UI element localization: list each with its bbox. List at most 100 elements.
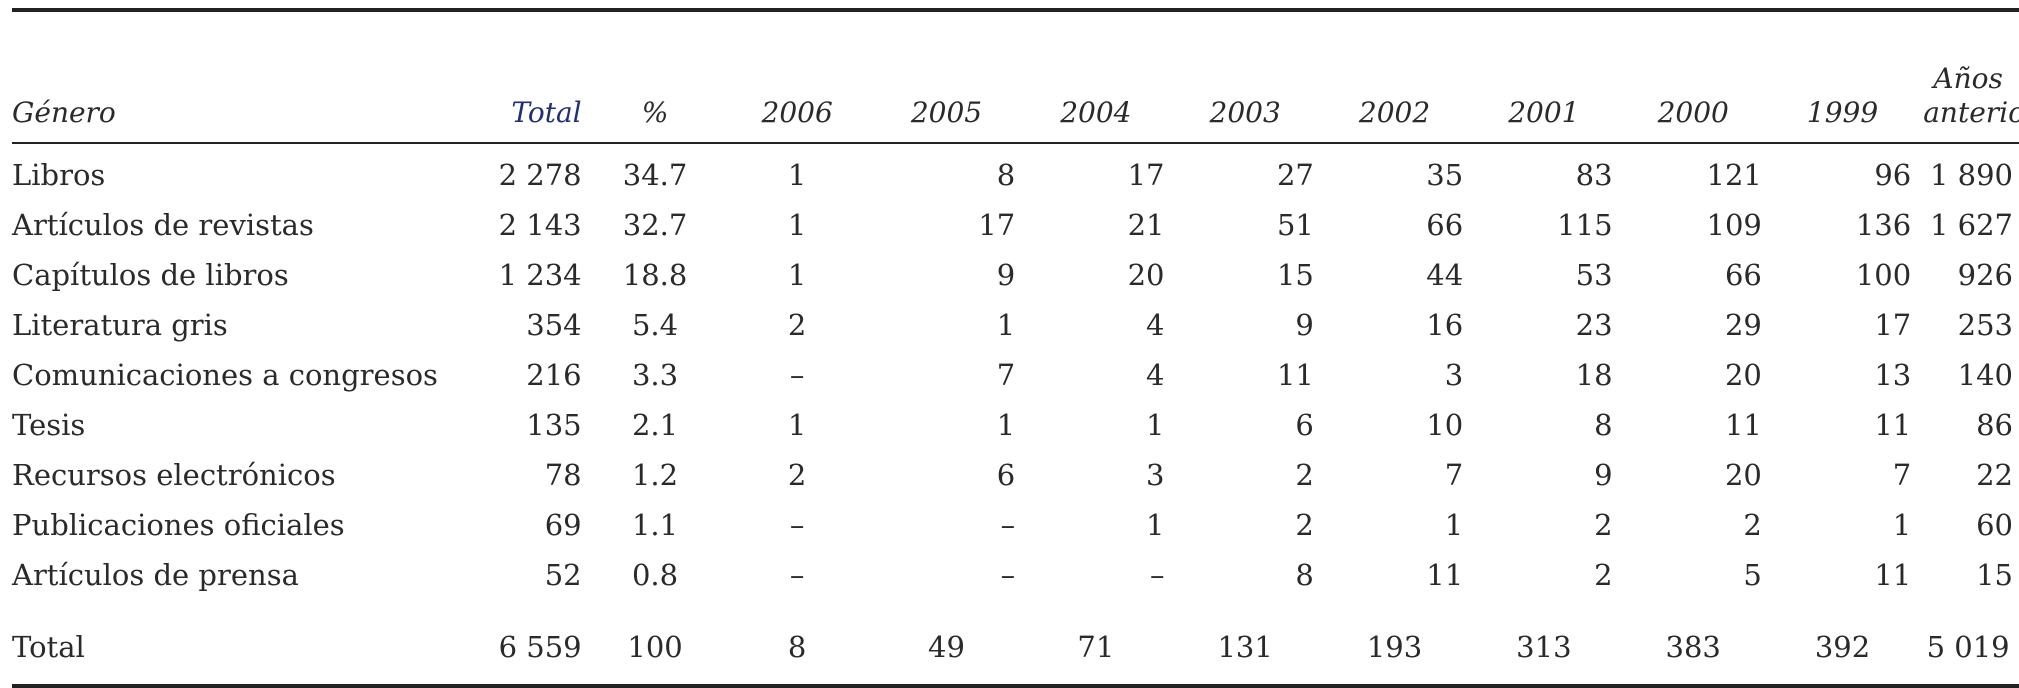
row-year-2001: 2 [1594, 558, 1613, 592]
row-year-2002: 11 [1426, 558, 1464, 592]
row-year-2001: 53 [1575, 258, 1613, 292]
header-year-2003: 2003 [1209, 96, 1281, 129]
row-earlier: 86 [1976, 408, 2013, 442]
row-year-2004: 1 [1146, 408, 1165, 442]
row-year-2006: – [789, 558, 805, 592]
row-year-2000: 5 [1743, 558, 1762, 592]
row-year-2000: 20 [1724, 358, 1762, 392]
header-percent: % [641, 96, 669, 129]
row-earlier: 253 [1957, 308, 2013, 342]
row-year-2002: 3 [1444, 358, 1464, 392]
table-row: Artículos de prensa 52 0.8 – – – 8 11 2 5 11 15 [12, 550, 2019, 600]
table-body: Libros 2 278 34.7 1 8 17 27 35 83 121 96 1 890 Artíc… [12, 143, 2019, 600]
row-year-2005: 6 [996, 458, 1016, 492]
row-year-2002: 44 [1426, 258, 1464, 292]
row-genre: Libros [12, 158, 106, 192]
totals-row: Total 6 559 100 8 49 71 131 193 313 383 … [12, 600, 2019, 688]
row-year-2005: – [1000, 508, 1016, 542]
row-year-2005: – [1000, 558, 1016, 592]
row-year-2003: 6 [1295, 408, 1314, 442]
row-year-2003: 15 [1276, 258, 1314, 292]
row-year-2000: 11 [1724, 408, 1762, 442]
row-year-2006: – [789, 358, 805, 392]
row-percent: 0.8 [631, 558, 679, 592]
row-year-2002: 16 [1426, 308, 1464, 342]
row-genre: Recursos electrónicos [12, 458, 336, 492]
table-row: Capítulos de libros 1 234 18.8 1 9 20 15 44 53 66… [12, 250, 2019, 300]
row-year-2002: 1 [1444, 508, 1464, 542]
row-year-2000: 29 [1724, 308, 1762, 342]
row-year-2004: 20 [1127, 258, 1165, 292]
row-year-1999: 13 [1874, 358, 1912, 392]
row-year-2000: 66 [1724, 258, 1762, 292]
header-year-2006: 2006 [761, 96, 833, 129]
row-year-2004: 17 [1127, 158, 1165, 192]
row-percent: 1.1 [631, 508, 679, 542]
row-genre: Tesis [12, 408, 86, 442]
row-year-2002: 66 [1426, 208, 1464, 242]
row-year-2000: 2 [1743, 508, 1762, 542]
row-year-2003: 2 [1295, 508, 1314, 542]
row-year-1999: 17 [1874, 308, 1912, 342]
table-row: Recursos electrónicos 78 1.2 2 6 3 2 7 9 20 7 22 [12, 450, 2019, 500]
row-year-2005: 8 [996, 158, 1016, 192]
totals-year-2004: 71 [1021, 600, 1171, 688]
row-total: 78 [544, 458, 582, 492]
totals-year-2005: 49 [871, 600, 1022, 688]
table-row: Libros 2 278 34.7 1 8 17 27 35 83 121 96 1 890 [12, 143, 2019, 200]
row-earlier: 15 [1976, 558, 2013, 592]
row-percent: 5.4 [631, 308, 679, 342]
row-year-2005: 17 [978, 208, 1016, 242]
row-year-2001: 8 [1594, 408, 1613, 442]
row-year-2006: 1 [787, 258, 807, 292]
row-year-2006: 2 [787, 308, 807, 342]
row-year-2002: 35 [1426, 158, 1464, 192]
table-row: Comunicaciones a congresos 216 3.3 – 7 4 11 3 18… [12, 350, 2019, 400]
header-year-2000: 2000 [1657, 96, 1729, 129]
row-year-2004: 1 [1146, 508, 1165, 542]
row-total: 216 [526, 358, 582, 392]
row-year-2000: 20 [1724, 458, 1762, 492]
row-percent: 34.7 [622, 158, 688, 192]
row-total: 2 278 [498, 158, 582, 192]
row-year-2000: 109 [1706, 208, 1762, 242]
row-year-1999: 96 [1874, 158, 1912, 192]
row-year-2004: 21 [1127, 208, 1165, 242]
row-genre: Publicaciones oficiales [12, 508, 345, 542]
totals-earlier: 5 019 [1917, 600, 2019, 688]
row-earlier: 22 [1976, 458, 2013, 492]
row-year-2002: 10 [1426, 408, 1464, 442]
totals-year-1999: 392 [1767, 600, 1918, 688]
row-genre: Artículos de revistas [12, 208, 314, 242]
totals-year-2001: 313 [1469, 600, 1619, 688]
row-genre: Artículos de prensa [12, 558, 299, 592]
row-year-2004: – [1150, 558, 1165, 592]
row-total: 135 [526, 408, 582, 442]
row-year-2005: 7 [996, 358, 1016, 392]
row-year-2004: 4 [1146, 308, 1165, 342]
header-row: Género Total % 2006 2005 2004 2003 2002 … [12, 10, 2019, 143]
header-earlier-years: Años anteriores [1917, 10, 2019, 143]
header-earlier-line2: anteriores [1923, 96, 2019, 129]
row-year-1999: 7 [1892, 458, 1912, 492]
totals-year-2002: 193 [1319, 600, 1470, 688]
row-year-2000: 121 [1706, 158, 1762, 192]
row-year-2003: 11 [1276, 358, 1314, 392]
row-year-2001: 23 [1575, 308, 1613, 342]
row-year-2001: 2 [1594, 508, 1613, 542]
row-earlier: 1 890 [1929, 158, 2013, 192]
header-year-1999: 1999 [1806, 96, 1879, 129]
row-earlier: 926 [1957, 258, 2013, 292]
header-total: Total [511, 96, 582, 129]
row-year-2003: 51 [1276, 208, 1314, 242]
header-year-2001: 2001 [1508, 96, 1580, 129]
row-year-2006: 1 [787, 208, 807, 242]
genre-table-container: Género Total % 2006 2005 2004 2003 2002 … [12, 8, 2019, 688]
header-year-2004: 2004 [1060, 96, 1132, 129]
row-total: 52 [544, 558, 582, 592]
row-total: 1 234 [498, 258, 582, 292]
row-year-2002: 7 [1444, 458, 1464, 492]
row-year-1999: 11 [1874, 408, 1912, 442]
row-year-2001: 9 [1594, 458, 1613, 492]
row-year-1999: 136 [1855, 208, 1912, 242]
